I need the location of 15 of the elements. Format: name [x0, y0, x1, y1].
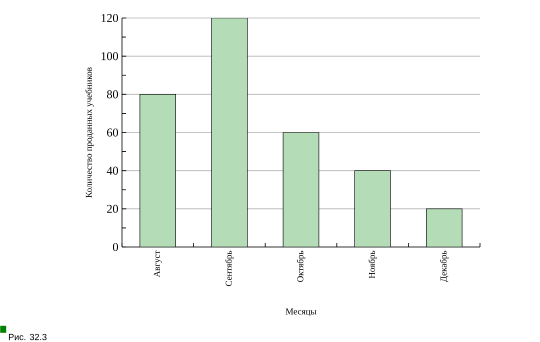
y-axis-title: Количество проданных учебников — [85, 67, 94, 198]
y-tick-label: 60 — [107, 128, 118, 137]
y-tick-label: 40 — [106, 166, 118, 175]
x-tick-label: Октябрь — [296, 250, 306, 282]
y-tick-label: 120 — [102, 14, 118, 22]
x-tick-label: Ноябрь — [368, 250, 377, 278]
y-tick-label: 0 — [112, 242, 118, 252]
x-tick-label: Август — [154, 250, 162, 278]
text: Рис. 32.3 — [8, 334, 47, 340]
x-tick-label: Декабрь — [440, 250, 448, 282]
y-tick-label: 100 — [102, 52, 118, 60]
y-tick-label: 80 — [106, 90, 118, 98]
x-tick-label: Сентябрь — [225, 250, 234, 286]
x-axis-title: Месяцы — [286, 308, 316, 316]
y-tick-label: 20 — [107, 204, 118, 213]
